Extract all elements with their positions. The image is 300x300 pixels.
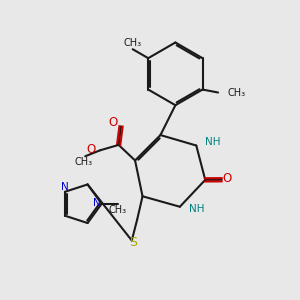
Text: N: N (93, 198, 101, 208)
Text: O: O (86, 143, 95, 156)
Text: O: O (108, 116, 117, 129)
Text: CH₃: CH₃ (123, 38, 141, 48)
Text: NH: NH (205, 137, 221, 147)
Text: CH₃: CH₃ (227, 88, 245, 98)
Text: O: O (222, 172, 232, 185)
Text: N: N (61, 182, 69, 192)
Text: NH: NH (189, 204, 204, 214)
Text: CH₃: CH₃ (109, 205, 127, 215)
Text: S: S (129, 236, 137, 249)
Text: CH₃: CH₃ (75, 157, 93, 167)
